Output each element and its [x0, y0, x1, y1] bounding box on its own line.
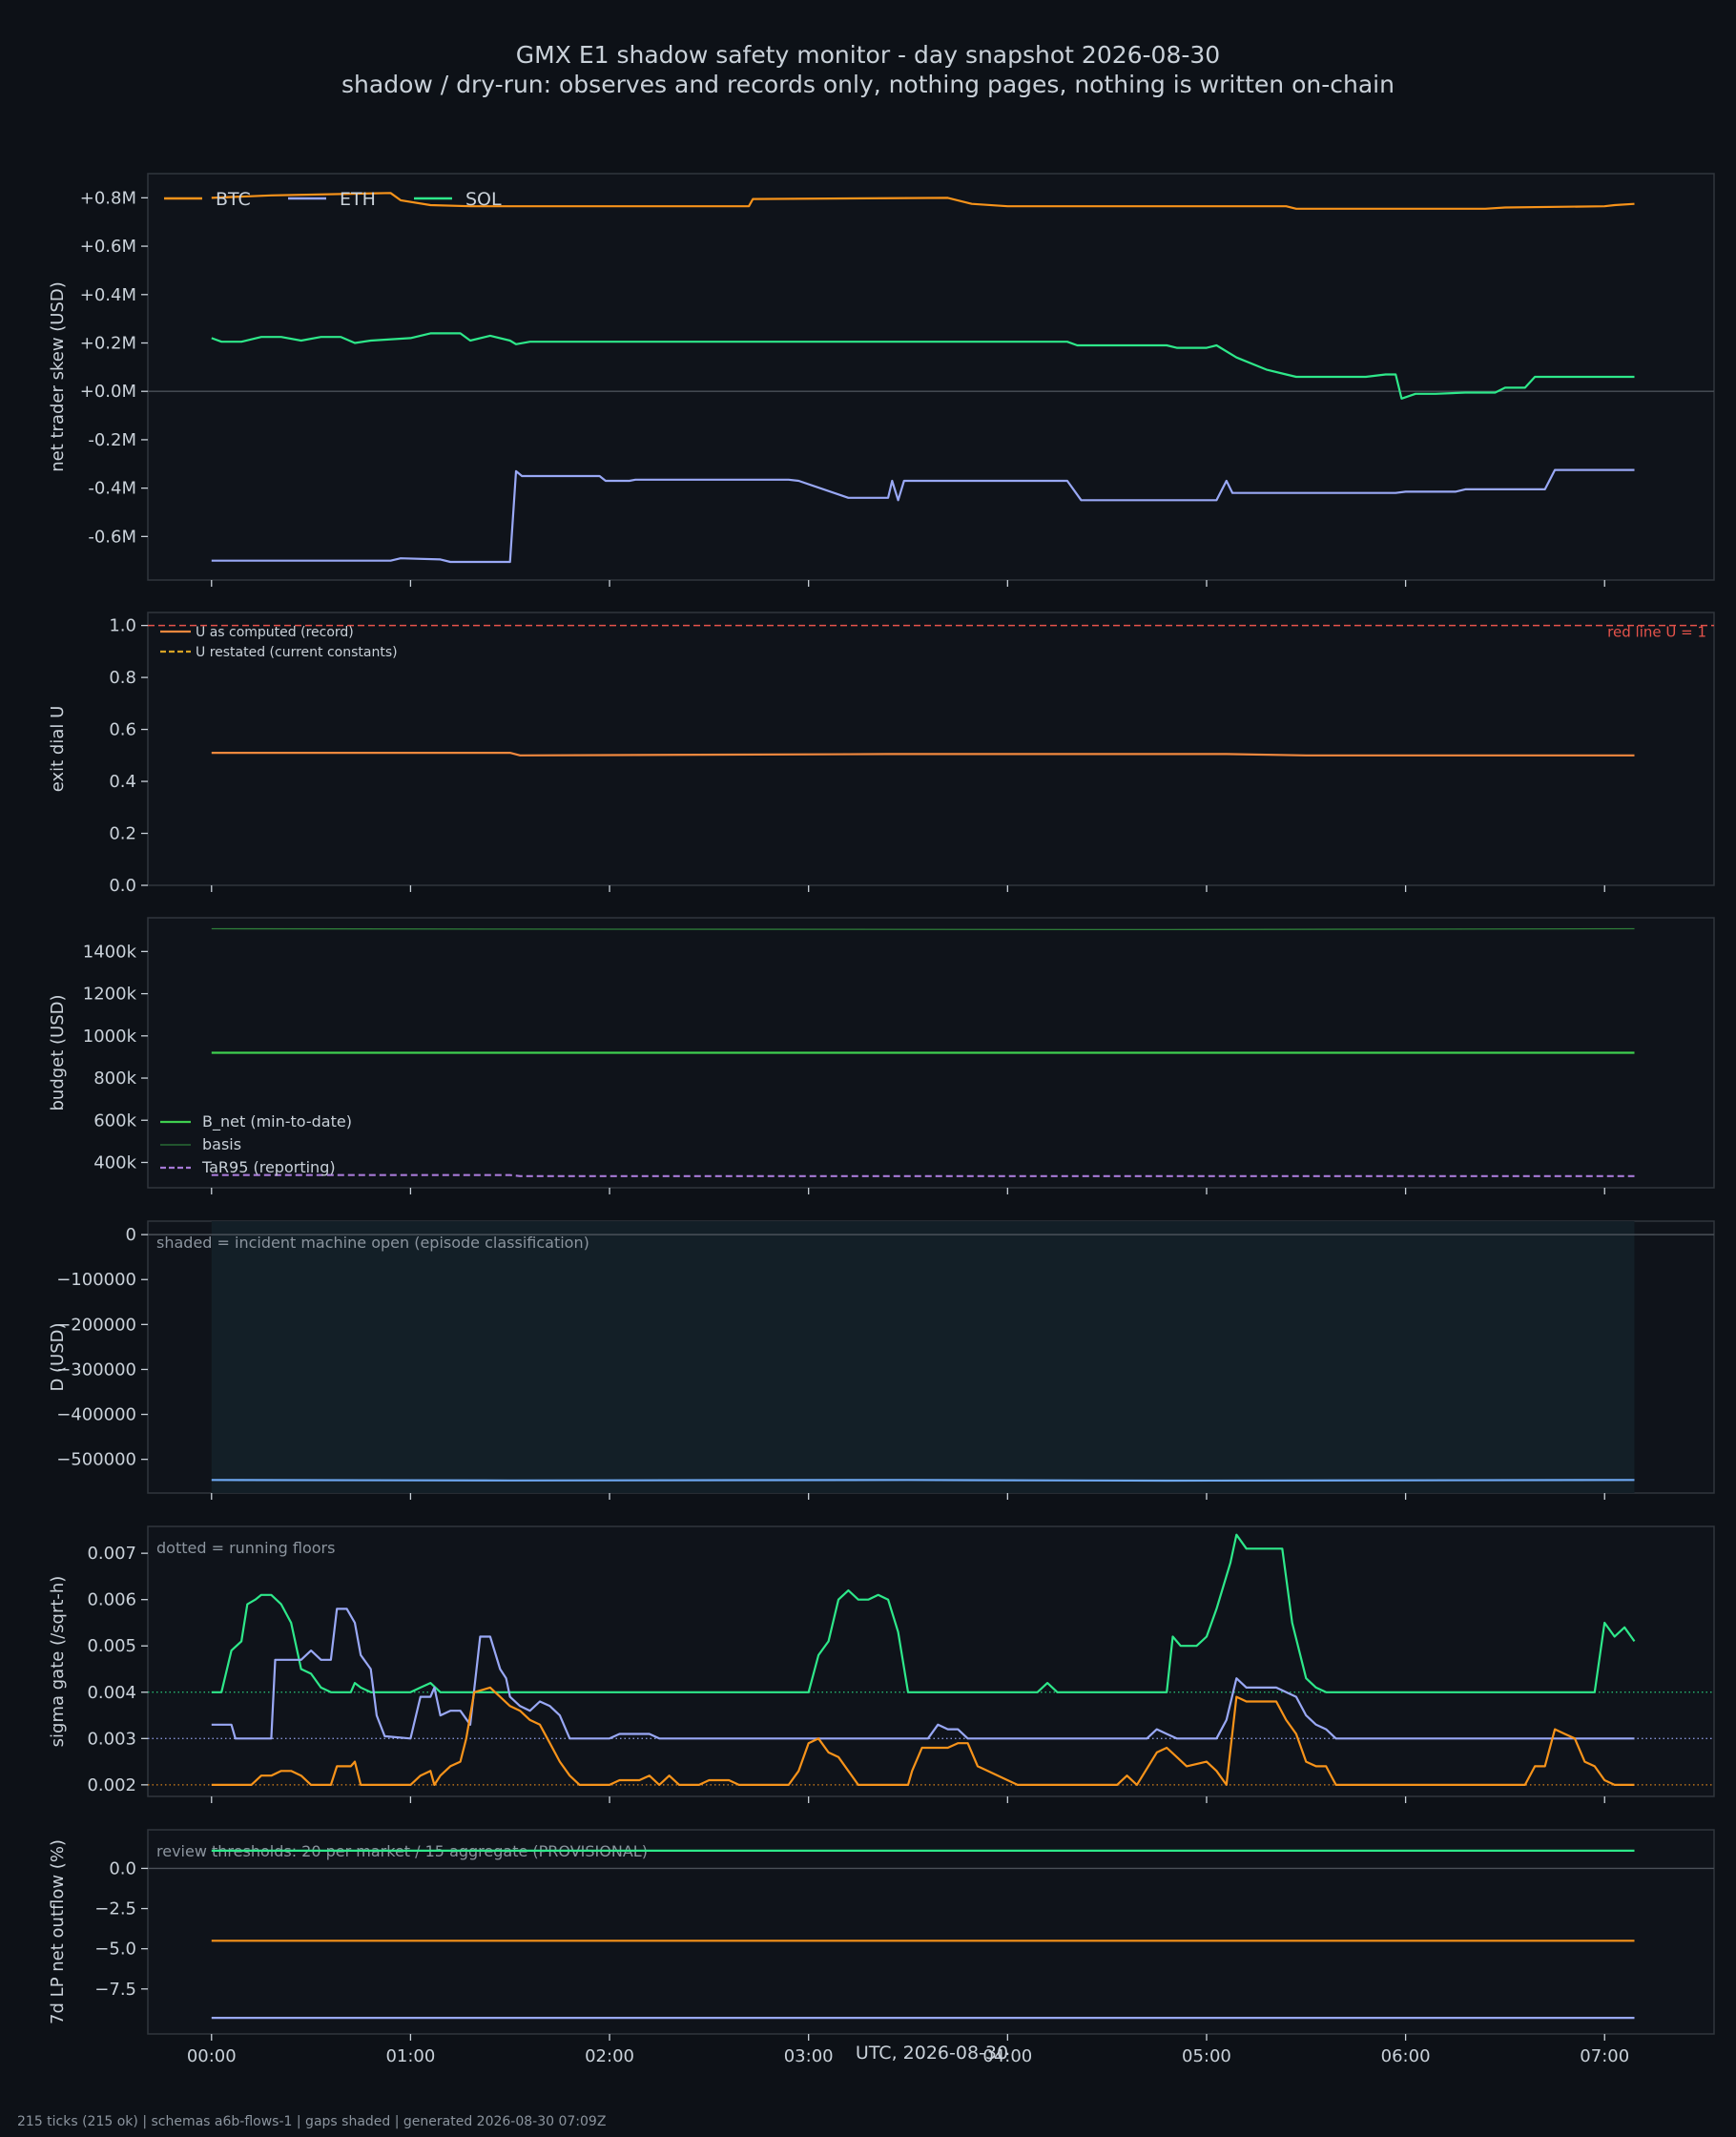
y-axis-label: net trader skew (USD) — [48, 281, 68, 472]
legend-label: B_net (min-to-date) — [202, 1112, 352, 1131]
legend-label: TaR95 (reporting) — [201, 1158, 336, 1176]
y-axis-label: sigma gate (/sqrt-h) — [48, 1576, 68, 1748]
y-tick-label: 0.007 — [87, 1544, 136, 1564]
y-tick-label: 0.6 — [109, 720, 136, 740]
y-tick-label: +0.8M — [80, 188, 136, 208]
legend-label: U as computed (record) — [196, 625, 354, 640]
panel-1: -0.6M -0.4M -0.2M +0.0M +0.2M +0.4M +0.6M +0.8M… — [48, 173, 1715, 587]
y-tick-label: 0.0 — [109, 876, 136, 896]
y-tick-label: −100000 — [56, 1270, 136, 1290]
y-tick-label: 0.0 — [109, 1858, 136, 1878]
y-tick-label: −7.5 — [94, 1980, 136, 2000]
panel-frame — [147, 612, 1715, 886]
y-tick-label: 0.006 — [87, 1590, 136, 1610]
y-tick-label: −500000 — [56, 1450, 136, 1470]
y-tick-label: −400000 — [56, 1405, 136, 1425]
y-tick-label: 0.002 — [87, 1775, 136, 1795]
y-tick-label: 0.2 — [109, 824, 136, 844]
y-tick-label: −5.0 — [94, 1940, 136, 1960]
series-line-tar95-reporting — [211, 1173, 1635, 1177]
series-line-basis — [211, 927, 1635, 931]
y-axis-label: D (USD) — [48, 1322, 68, 1391]
y-tick-label: +0.4M — [80, 285, 136, 305]
series-line-sol — [211, 1533, 1636, 1693]
panel-annotation: shaded = incident machine open (episode … — [156, 1234, 589, 1252]
y-tick-label: 400k — [93, 1152, 136, 1172]
y-tick-label: 0.8 — [109, 668, 136, 688]
x-tick-label: 04:00 — [982, 2046, 1032, 2066]
series-line-u-as-computed-record — [211, 752, 1635, 757]
x-tick-label: 02:00 — [585, 2046, 634, 2066]
y-tick-label: 1000k — [83, 1027, 137, 1047]
x-axis-label: UTC, 2026-08-30 — [856, 2043, 1008, 2064]
red-line-label: red line U = 1 — [1607, 624, 1706, 641]
legend-label: BTC — [216, 189, 251, 210]
series-line-btc — [211, 1686, 1635, 1786]
panel-frame — [147, 1829, 1715, 2035]
panel-annotation: dotted = running floors — [156, 1539, 335, 1557]
y-axis-label: budget (USD) — [48, 994, 68, 1110]
panel-frame — [147, 1525, 1715, 1797]
x-tick-label: 03:00 — [784, 2046, 834, 2066]
panel-3: 400k 600k 800k 1000k 1200k 1400k budget (USD) B… — [48, 917, 1715, 1194]
y-tick-label: 0 — [126, 1225, 136, 1245]
x-tick-label: 01:00 — [385, 2046, 435, 2066]
panel-6: −7.5−5.0−2.50.07d LP net outflow (%) revi… — [48, 1829, 1715, 2066]
x-tick-label: 00:00 — [187, 2046, 237, 2066]
y-tick-label: 1.0 — [109, 616, 136, 636]
legend-label: basis — [202, 1135, 241, 1153]
figure-title: GMX E1 shadow safety monitor - day snaps… — [516, 41, 1220, 69]
y-tick-label: +0.6M — [80, 237, 136, 257]
legend-label: ETH — [340, 189, 376, 210]
incident-shade — [211, 1221, 1635, 1493]
figure-subtitle: shadow / dry-run: observes and records o… — [341, 71, 1395, 98]
x-tick-label: 05:00 — [1182, 2046, 1231, 2066]
series-line-eth — [211, 1608, 1635, 1740]
legend-label: SOL — [465, 189, 502, 210]
panel-4: −500000 −400000 −300000 −200000 −100000 0 D (U… — [48, 1220, 1715, 1500]
x-tick-label: 07:00 — [1580, 2046, 1629, 2066]
y-axis-label: exit dial U — [48, 706, 68, 793]
panel-2: red line U = 1 0.0 0.2 0.4 0.6 0.8 1.0 exit dia… — [48, 612, 1715, 896]
y-tick-label: 0.4 — [109, 772, 136, 792]
y-tick-label: −200000 — [56, 1315, 136, 1335]
series-line-sol — [211, 332, 1635, 400]
y-tick-label: +0.0M — [80, 382, 136, 402]
y-tick-label: -0.2M — [88, 430, 136, 450]
y-tick-label: 1400k — [83, 942, 137, 962]
y-tick-label: 800k — [93, 1068, 136, 1089]
y-tick-label: 600k — [93, 1110, 136, 1131]
series-line-d — [211, 1479, 1635, 1483]
y-tick-label: −2.5 — [94, 1899, 136, 1919]
footer-status: 215 ticks (215 ok) | schemas a6b-flows-1… — [17, 2114, 606, 2129]
panel-5: 0.002 0.003 0.004 0.005 0.006 0.007 sigma gate… — [48, 1525, 1715, 1803]
y-tick-label: +0.2M — [80, 334, 136, 354]
y-axis-label: 7d LP net outflow (%) — [48, 1839, 68, 2024]
y-tick-label: 0.005 — [87, 1636, 136, 1656]
y-tick-label: -0.6M — [88, 527, 136, 547]
y-tick-label: -0.4M — [88, 479, 136, 499]
series-line-btc — [211, 192, 1635, 210]
y-tick-label: 1200k — [83, 985, 137, 1005]
y-tick-label: 0.003 — [87, 1729, 136, 1749]
x-tick-label: 06:00 — [1381, 2046, 1431, 2066]
y-tick-label: −300000 — [56, 1359, 136, 1380]
series-line-eth — [211, 468, 1635, 564]
y-tick-label: 0.004 — [87, 1683, 136, 1703]
panel-frame — [147, 173, 1715, 581]
legend-label: U restated (current constants) — [196, 645, 398, 660]
